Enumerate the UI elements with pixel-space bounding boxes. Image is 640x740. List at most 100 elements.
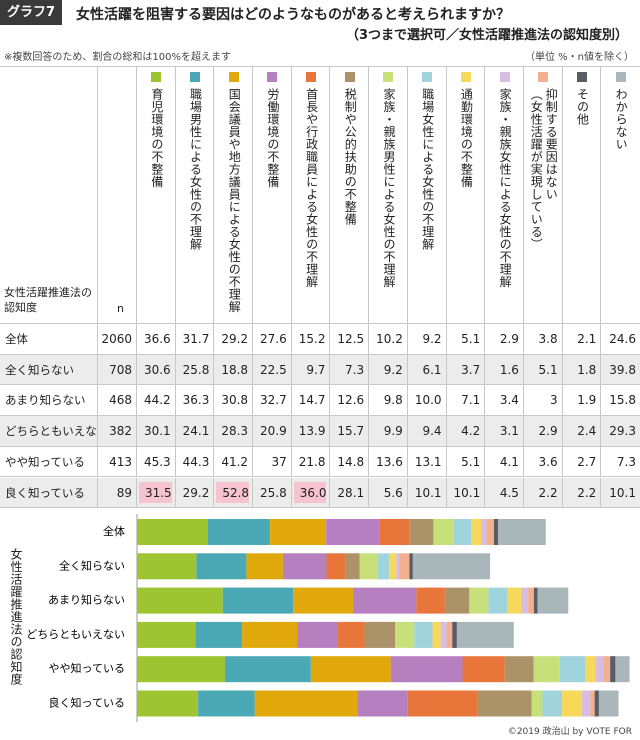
- y-tick-label: 良く知っている: [49, 696, 125, 710]
- column-header-text: 育児環境の不整備: [149, 88, 164, 188]
- bar-segment: [345, 553, 360, 580]
- bar-segment: [615, 656, 630, 683]
- value-cell: 4.5: [485, 477, 524, 509]
- bar-segment: [610, 656, 616, 683]
- bar-segment: [440, 621, 447, 648]
- column-header: 通勤環境の不整備: [446, 66, 486, 324]
- subtitle: （3つまで選択可／女性活躍推進法の認知度別）: [345, 28, 628, 43]
- bar-segment: [486, 519, 494, 545]
- value-cell: 4.1: [485, 446, 524, 478]
- bar-segment: [326, 553, 346, 580]
- badge: グラフ7: [0, 0, 62, 25]
- value-cell: 4.2: [446, 416, 486, 447]
- legend-swatch: [267, 72, 278, 82]
- bar-segment: [407, 690, 478, 717]
- bar-segment: [452, 621, 457, 648]
- value-cell: 32.7: [253, 385, 292, 417]
- value-cell: 31.7: [175, 324, 215, 355]
- column-header: 労働環境の不整備: [253, 66, 292, 324]
- column-header-wrap: その他: [563, 88, 602, 318]
- column-header-text: 職場女性による女性の不理解: [420, 88, 435, 251]
- value-cell: 2.4: [562, 416, 602, 447]
- value-cell: 21.8: [291, 446, 331, 478]
- legend-swatch: [576, 72, 587, 82]
- bar-segment: [521, 587, 529, 614]
- column-header-text: 国会議員や地方議員による女性の不理解: [227, 88, 242, 313]
- value-cell: 30.6: [137, 354, 176, 386]
- bar-segment: [542, 690, 563, 717]
- bar-segment: [432, 621, 441, 648]
- bar-segment: [326, 519, 380, 545]
- value-cell: 2.9: [523, 416, 563, 447]
- column-header-wrap: 職場女性による女性の不理解: [408, 88, 447, 318]
- legend-swatch: [190, 72, 201, 82]
- value-cell: 7.3: [330, 354, 370, 386]
- y-tick-label: やや知っている: [49, 661, 125, 675]
- value-cell: 3.1: [485, 416, 524, 447]
- legend-swatch: [151, 72, 162, 82]
- value-cell: 9.4: [407, 416, 447, 447]
- value-cell: 1.6: [485, 354, 524, 386]
- value-cell: 10.0: [407, 385, 447, 417]
- bar-segment: [399, 553, 410, 580]
- value-cell: 25.8: [253, 477, 292, 509]
- column-header: 税制や公的扶助の不整備: [330, 66, 370, 324]
- value-cell: 30.1: [137, 416, 176, 447]
- value-cell: 27.6: [253, 324, 292, 355]
- value-cell: 13.6: [369, 446, 408, 478]
- value-cell: 36.3: [175, 385, 215, 417]
- bar-segment: [377, 553, 390, 580]
- value-cell: 20.9: [253, 416, 292, 447]
- value-cell: 18.8: [214, 354, 254, 386]
- legend-swatch: [422, 72, 433, 82]
- table-border: [0, 66, 640, 67]
- y-tick-label: どちらともいえない: [26, 628, 125, 641]
- bar-segment: [469, 587, 489, 614]
- column-header: 家族・親族男性による女性の不理解: [369, 66, 408, 324]
- bar-segment: [594, 690, 599, 717]
- value-cell: 31.5: [137, 477, 176, 509]
- n-value: 708: [98, 354, 137, 386]
- n-header: n: [117, 302, 124, 315]
- value-cell: 15.2: [291, 324, 331, 355]
- column-header: 家族・親族女性による女性の不理解: [485, 66, 524, 324]
- column-header-text: 税制や公的扶助の不整備: [343, 88, 358, 226]
- bar-segment: [531, 690, 543, 717]
- bar-segment: [559, 656, 586, 683]
- value-cell: 6.1: [407, 354, 447, 386]
- value-cell: 14.8: [330, 446, 370, 478]
- note: ※複数回答のため、割合の総和は100%を超えます: [4, 52, 231, 63]
- bar-segment: [409, 553, 413, 580]
- column-header-wrap: 抑制する要因はない （女性活躍が実現している）: [524, 88, 563, 318]
- bar-segment: [379, 519, 410, 545]
- row-label: 良く知っている: [0, 477, 98, 509]
- bar-segment: [409, 519, 434, 545]
- row-label: あまり知らない: [0, 385, 98, 417]
- bar-segment: [269, 519, 327, 545]
- bar-segment: [533, 587, 538, 614]
- bar-segment: [390, 656, 463, 683]
- value-cell: 45.3: [137, 446, 176, 478]
- bar-segment: [603, 656, 611, 683]
- value-cell: 5.1: [446, 446, 486, 478]
- legend-swatch: [499, 72, 510, 82]
- n-value: 89: [98, 477, 137, 509]
- column-header-text: わからない: [614, 88, 629, 151]
- bar-segment: [254, 690, 358, 717]
- column-header-text: 職場男性による女性の不理解: [188, 88, 203, 251]
- bar-segment: [595, 656, 604, 683]
- n-value: 2060: [98, 324, 137, 355]
- bar-segment: [359, 553, 378, 580]
- value-cell: 29.2: [214, 324, 254, 355]
- value-cell: 28.1: [330, 477, 370, 509]
- y-tick-label: 全く知らない: [59, 558, 125, 572]
- column-header-wrap: 労働環境の不整備: [253, 88, 292, 318]
- column-header: 抑制する要因はない （女性活躍が実現している）: [523, 66, 563, 324]
- bar-segment: [396, 553, 400, 580]
- column-header-text: 家族・親族男性による女性の不理解: [381, 88, 396, 288]
- column-header-wrap: 税制や公的扶助の不整備: [330, 88, 369, 318]
- bar-segment: [598, 690, 619, 717]
- bar-segment: [196, 553, 247, 580]
- column-header-wrap: 通勤環境の不整備: [447, 88, 486, 318]
- unit: （単位 %・n値を除く）: [524, 52, 634, 63]
